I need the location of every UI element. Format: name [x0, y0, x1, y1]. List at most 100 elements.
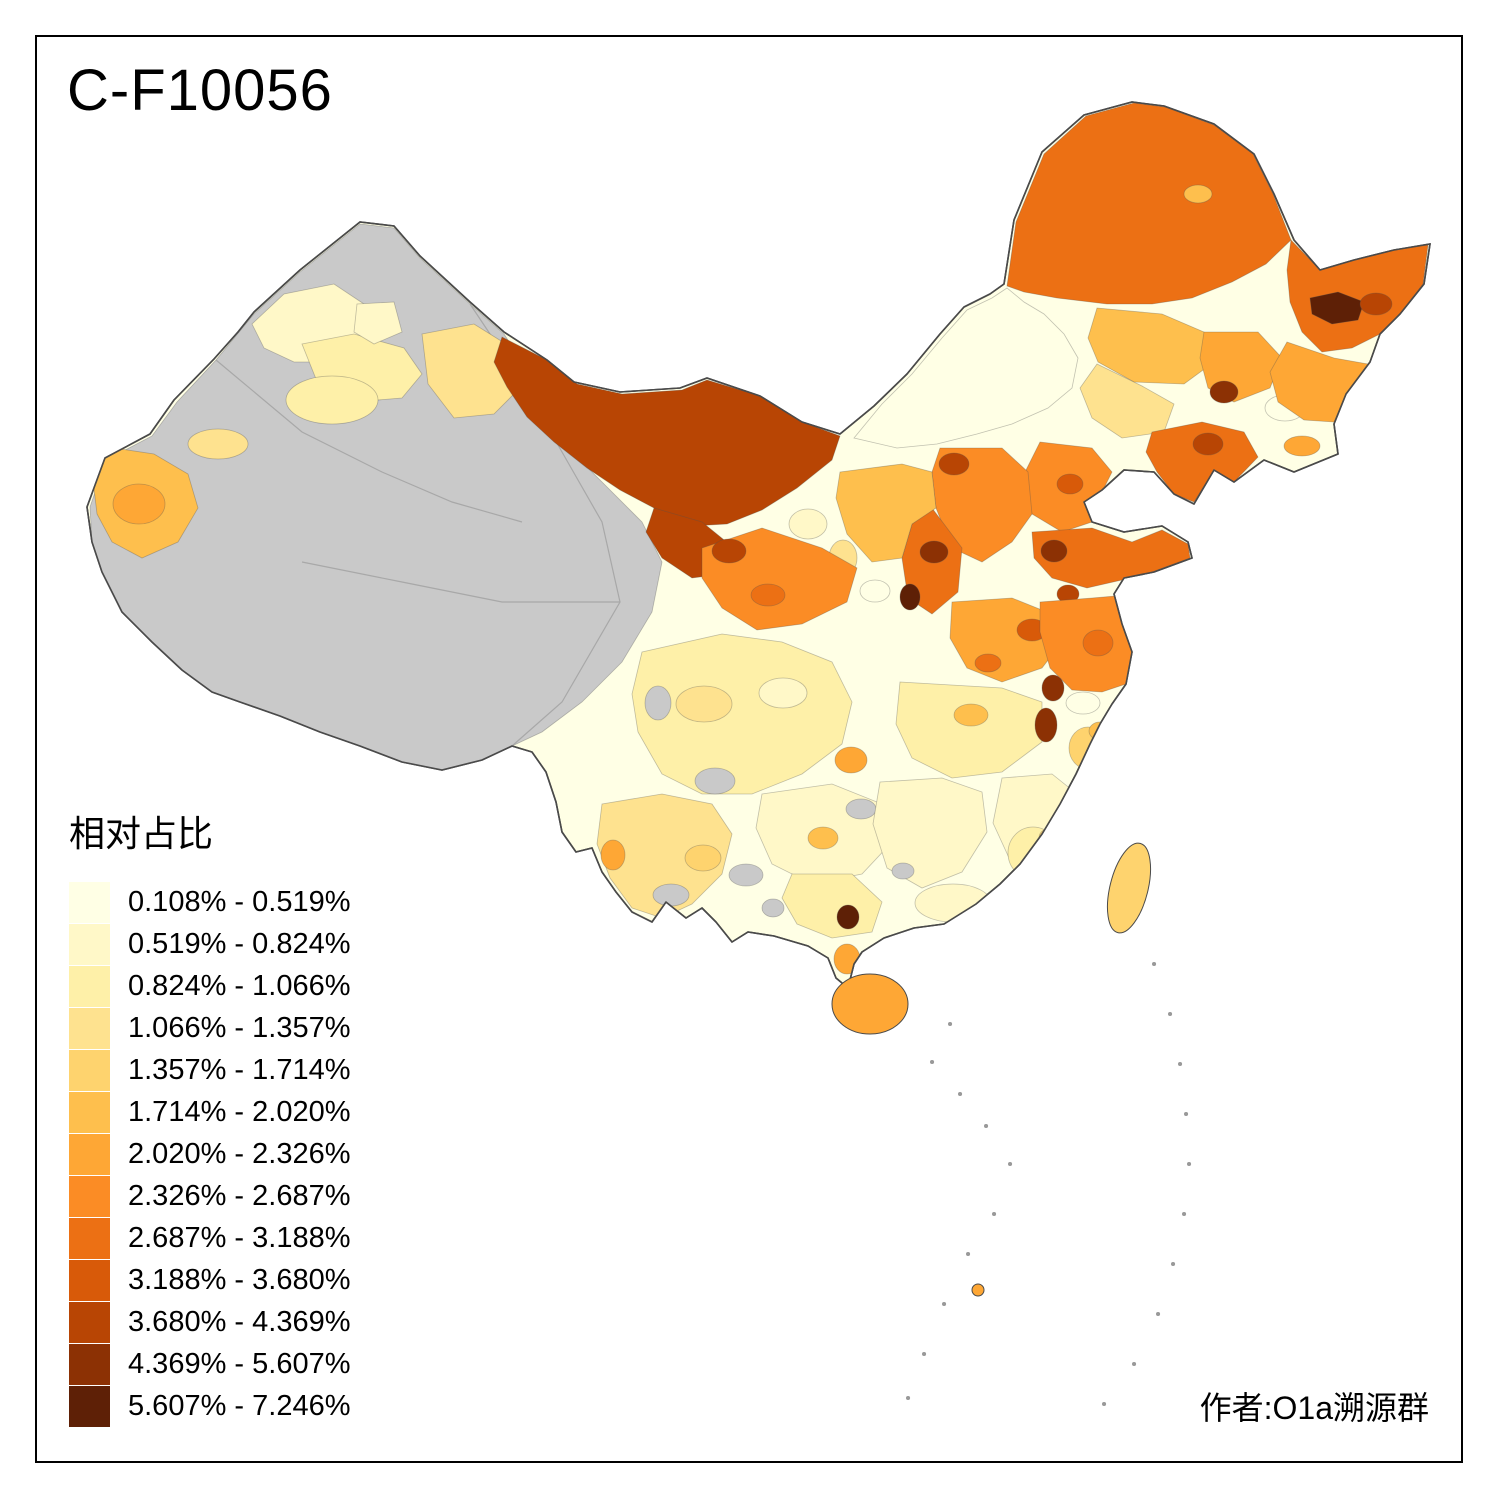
legend-item: 1.357% - 1.714%	[69, 1049, 350, 1091]
region-nodata-spot	[644, 685, 672, 721]
region-patch	[853, 287, 1079, 449]
region-patch	[1038, 828, 1058, 848]
legend: 相对占比 0.108% - 0.519% 0.519% - 0.824% 0.8…	[69, 805, 350, 1427]
region-patch	[834, 746, 868, 774]
region-patch	[976, 901, 1000, 921]
region-patch	[684, 844, 722, 872]
page-title: C-F10056	[67, 58, 333, 123]
region-patch	[1183, 184, 1213, 204]
region-patch	[974, 653, 1002, 673]
legend-label: 2.326% - 2.687%	[128, 1179, 351, 1212]
region-patch	[1087, 307, 1215, 385]
region-patch	[807, 826, 839, 850]
region-patch	[1079, 363, 1175, 439]
region-patch	[421, 323, 525, 419]
region-patch	[953, 703, 989, 727]
region-darkest-spot	[899, 583, 921, 611]
region-patch	[187, 428, 249, 460]
china-mainland-outline	[86, 101, 1431, 989]
legend-item: 1.066% - 1.357%	[69, 1007, 350, 1049]
region-patch	[992, 773, 1078, 865]
legend-item: 3.680% - 4.369%	[69, 1301, 350, 1343]
legend-item: 0.519% - 0.824%	[69, 923, 350, 965]
legend-title: 相对占比	[69, 813, 214, 854]
south-sea-islets	[906, 962, 1192, 1406]
hainan-island	[831, 973, 909, 1035]
legend-label: 2.687% - 3.188%	[128, 1221, 351, 1254]
legend-swatch	[69, 1175, 110, 1217]
region-nodata-spot	[652, 883, 690, 907]
legend-swatch	[69, 1385, 110, 1427]
legend-item: 2.020% - 2.326%	[69, 1133, 350, 1175]
legend-swatch	[69, 965, 110, 1007]
region-patch	[1040, 539, 1068, 563]
region-northeast-lobe	[1006, 102, 1292, 305]
legend-label: 3.680% - 4.369%	[128, 1305, 351, 1338]
legend-item: 5.607% - 7.246%	[69, 1385, 350, 1427]
region-nodata-spot	[891, 862, 915, 880]
legend-item: 0.824% - 1.066%	[69, 965, 350, 1007]
region-patch	[750, 583, 786, 607]
region-patch	[1007, 826, 1059, 880]
region-nodata-spot	[845, 798, 877, 820]
region-darkest-spot	[1309, 291, 1365, 325]
legend-label: 4.369% - 5.607%	[128, 1347, 351, 1380]
legend-label: 0.108% - 0.519%	[128, 885, 351, 918]
region-patch	[895, 681, 1043, 779]
legend-swatch	[69, 923, 110, 965]
region-patch	[631, 633, 853, 795]
plot-frame: C-F10056 相对占比 0.108% - 0.519% 0.519% - 0…	[35, 35, 1463, 1463]
region-patch	[859, 579, 891, 603]
region-nodata-spot	[728, 863, 764, 887]
legend-item: 2.687% - 3.188%	[69, 1217, 350, 1259]
legend-swatch	[69, 1049, 110, 1091]
legend-swatch	[69, 1007, 110, 1049]
legend-swatch	[69, 1259, 110, 1301]
legend-label: 0.824% - 1.066%	[128, 969, 351, 1002]
region-patch	[914, 883, 992, 923]
region-patch	[872, 777, 988, 889]
region-nodata-spot	[694, 767, 736, 795]
region-patch	[835, 463, 937, 563]
legend-label: 5.607% - 7.246%	[128, 1389, 351, 1422]
region-patch	[758, 677, 808, 709]
legend-label: 1.066% - 1.357%	[128, 1011, 351, 1044]
region-darkest-spot	[836, 904, 860, 930]
region-patch	[919, 540, 949, 564]
region-patch	[675, 685, 733, 723]
region-patch	[1041, 674, 1065, 702]
region-patch	[1209, 380, 1239, 404]
legend-swatch	[69, 1217, 110, 1259]
province-border-line	[301, 561, 620, 603]
region-patch	[285, 375, 379, 425]
legend-swatch	[69, 1301, 110, 1343]
legend-swatch	[69, 1343, 110, 1385]
region-inner-mongolia-band	[493, 336, 841, 527]
region-patch	[112, 483, 166, 525]
region-patch	[1056, 473, 1084, 495]
islet-dot	[971, 1283, 985, 1297]
legend-label: 1.714% - 2.020%	[128, 1095, 351, 1128]
region-patch	[1359, 292, 1393, 316]
legend-label: 3.188% - 3.680%	[128, 1263, 351, 1296]
legend-label: 1.357% - 1.714%	[128, 1053, 351, 1086]
region-patch	[711, 538, 747, 564]
legend-item: 0.108% - 0.519%	[69, 881, 350, 923]
legend-swatch	[69, 881, 110, 923]
region-patch	[353, 301, 403, 345]
region-patch	[833, 943, 861, 975]
region-patch	[1034, 707, 1058, 743]
region-patch	[938, 452, 970, 476]
region-patch	[600, 839, 626, 871]
legend-item: 1.714% - 2.020%	[69, 1091, 350, 1133]
legend-swatch	[69, 1133, 110, 1175]
legend-item: 2.326% - 2.687%	[69, 1175, 350, 1217]
legend-item: 3.188% - 3.680%	[69, 1259, 350, 1301]
legend-label: 2.020% - 2.326%	[128, 1137, 351, 1170]
legend-item: 4.369% - 5.607%	[69, 1343, 350, 1385]
region-nodata-spot	[761, 898, 785, 918]
attribution-text: 作者:O1a溯源群	[1199, 1390, 1429, 1426]
province-border-line	[215, 359, 523, 523]
legend-swatch	[69, 1091, 110, 1133]
